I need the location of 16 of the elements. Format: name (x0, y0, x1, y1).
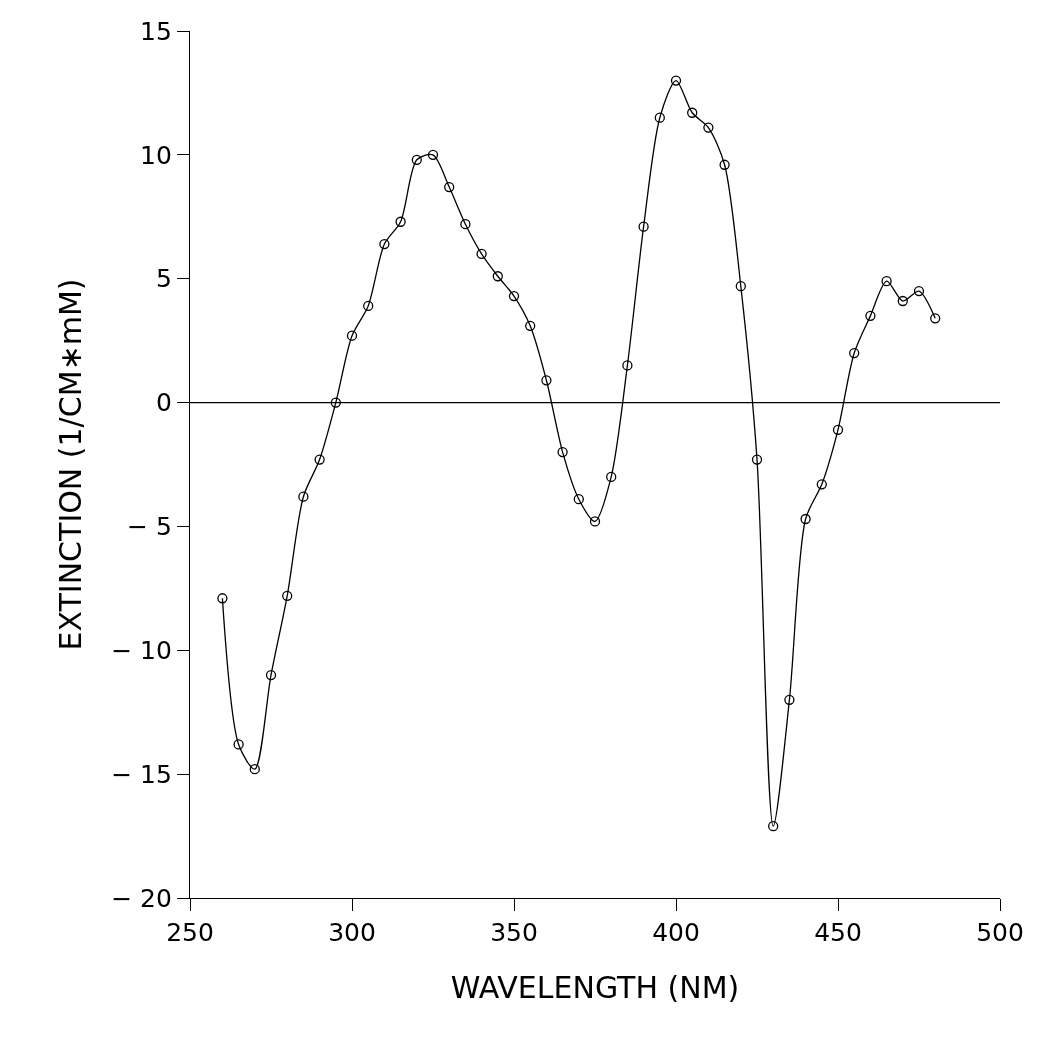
y-axis-title: EXTINCTION (1/CM∗mM) (53, 278, 89, 651)
x-tick-label: 350 (490, 918, 538, 948)
y-tick-label: 0 (155, 388, 172, 418)
y-tick-label: 10 (140, 140, 172, 170)
x-tick-label: 450 (814, 918, 862, 948)
x-tick-label: 500 (976, 918, 1024, 948)
y-tick-label: − 10 (111, 636, 172, 666)
y-tick-label: 15 (140, 16, 172, 46)
x-axis-title: WAVELENGTH (NM) (450, 969, 740, 1005)
x-tick-label: 400 (652, 918, 700, 948)
y-tick-label: − 5 (127, 512, 172, 542)
x-tick-label: 300 (328, 918, 376, 948)
y-tick-label: − 20 (111, 883, 172, 913)
x-tick-label: 250 (166, 918, 214, 948)
y-tick-label: 5 (155, 264, 172, 294)
y-tick-label: − 15 (111, 759, 172, 789)
